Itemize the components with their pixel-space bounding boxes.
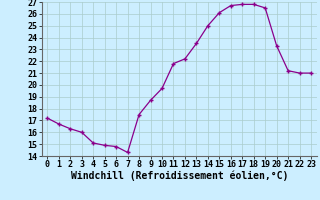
X-axis label: Windchill (Refroidissement éolien,°C): Windchill (Refroidissement éolien,°C): [70, 171, 288, 181]
